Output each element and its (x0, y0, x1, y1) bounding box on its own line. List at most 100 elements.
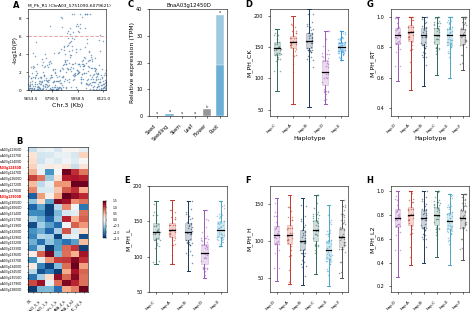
Point (460, 22, 468, 27)
Point (188, 199, 196, 204)
Point (335, 50, 342, 55)
Point (100, 85, 107, 90)
Point (322, 258, 330, 263)
Text: F: F (246, 176, 251, 185)
Point (433, 45, 441, 50)
Point (458, 237, 466, 242)
Point (408, 42, 416, 47)
Point (47, 60, 55, 65)
Point (274, 45, 282, 50)
Point (448, 210, 456, 215)
Point (341, 204, 348, 209)
Point (462, 34, 469, 39)
Point (185, 242, 192, 247)
Point (337, 57, 345, 62)
Point (341, 221, 348, 226)
Point (67, 68, 75, 73)
Point (327, 262, 334, 267)
Point (340, 203, 347, 208)
Point (101, 70, 109, 75)
Point (87, 65, 95, 70)
Point (434, 26, 442, 30)
Point (32, 68, 39, 73)
Point (391, 217, 399, 222)
Point (435, 197, 443, 202)
Point (186, 243, 194, 248)
Point (459, 24, 467, 29)
Point (337, 247, 345, 252)
Point (94, 71, 102, 76)
Point (422, 34, 429, 39)
Point (392, 34, 400, 39)
Point (275, 43, 283, 48)
Point (292, 47, 299, 52)
Point (445, 18, 452, 23)
Point (328, 221, 335, 226)
Point (432, 44, 439, 49)
Point (272, 48, 280, 53)
Point (305, 53, 312, 58)
Point (80, 54, 87, 59)
Point (90, 85, 97, 90)
Point (88, 79, 95, 84)
Point (299, 234, 306, 239)
Point (40, 65, 48, 70)
Point (340, 42, 348, 47)
Point (336, 246, 343, 251)
Point (459, 206, 467, 211)
Point (289, 62, 297, 67)
Point (102, 82, 109, 87)
Point (39, 70, 46, 75)
Point (394, 30, 402, 35)
Point (396, 63, 403, 68)
Point (203, 250, 210, 255)
Point (184, 253, 191, 258)
Point (338, 47, 346, 52)
Point (405, 24, 412, 29)
Point (395, 207, 403, 212)
Point (91, 66, 99, 71)
Point (56, 80, 64, 85)
Point (423, 54, 430, 59)
Point (443, 40, 451, 45)
Point (323, 59, 330, 64)
Point (149, 259, 157, 264)
Point (448, 25, 456, 30)
Point (272, 58, 280, 63)
Point (43, 56, 50, 61)
Point (456, 246, 464, 251)
Point (292, 24, 299, 29)
Point (322, 63, 329, 68)
Point (421, 51, 429, 56)
Point (77, 75, 85, 80)
Point (200, 266, 207, 271)
Point (419, 30, 427, 35)
Point (34, 84, 42, 89)
Point (154, 235, 162, 240)
Point (322, 231, 330, 236)
Point (461, 191, 468, 196)
Point (215, 226, 223, 231)
Point (446, 210, 453, 215)
Point (272, 30, 279, 35)
Point (298, 203, 305, 208)
Point (272, 220, 280, 225)
Point (324, 72, 332, 77)
Point (308, 36, 316, 41)
Point (50, 50, 58, 55)
Y-axis label: M_PH_L2: M_PH_L2 (369, 225, 375, 253)
Point (272, 235, 280, 240)
Point (313, 200, 320, 205)
Point (84, 59, 91, 64)
Point (61, 51, 69, 56)
Point (286, 226, 294, 231)
Point (276, 47, 283, 52)
Point (313, 218, 321, 223)
Point (30, 87, 37, 92)
Point (444, 42, 451, 47)
Point (155, 259, 163, 264)
Point (339, 51, 346, 56)
Point (433, 20, 440, 25)
Bar (460, 29, 465, 44)
Point (69, 61, 77, 66)
